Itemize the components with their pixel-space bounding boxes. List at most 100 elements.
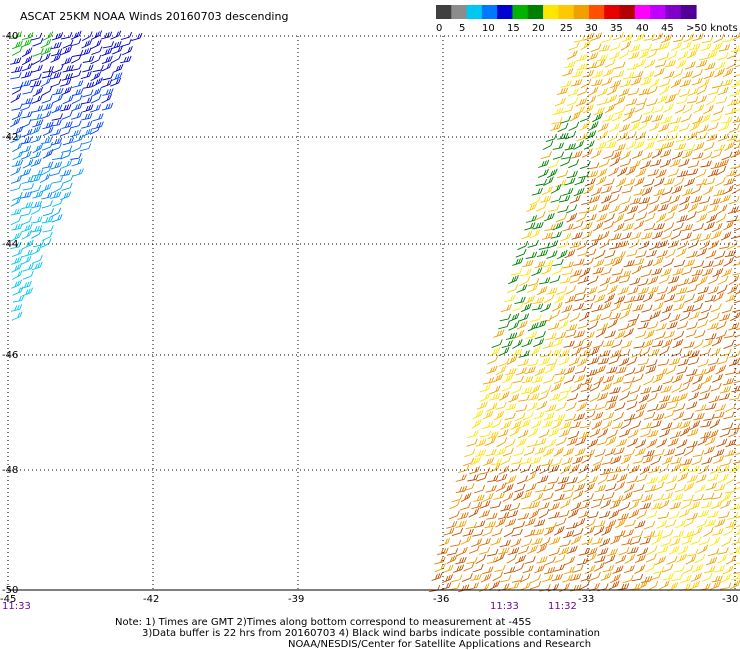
wind-barb [609,242,621,250]
wind-barb [688,311,700,320]
wind-barb [667,581,679,592]
wind-barb [679,420,691,429]
wind-barb [50,207,62,218]
wind-barb [510,348,523,357]
wind-barb [41,141,53,151]
wind-barb [589,571,601,581]
wind-barb [671,41,683,51]
wind-barb [41,200,53,209]
wind-barb [568,121,580,132]
wind-barb [669,88,681,97]
wind-barb [697,319,709,329]
wind-barb [30,200,43,209]
wind-barb [498,547,510,555]
wind-barb [21,62,33,72]
wind-barb [577,357,588,367]
wind-barb [542,259,554,268]
legend-swatch [512,5,529,19]
wind-barb [686,549,699,557]
wind-barb [578,170,590,179]
wind-barb [660,538,672,547]
wind-barb [686,474,698,483]
wind-barb [727,284,739,295]
wind-barb [632,456,645,464]
wind-barb [612,375,625,385]
wind-barb [540,350,552,358]
wind-barb [709,312,720,323]
wind-barb [11,311,23,321]
wind-barb [723,177,735,186]
wind-barb [643,449,655,458]
wind-barb [676,439,688,449]
wind-barb [50,71,62,80]
wind-barb [466,556,478,565]
wind-barb [604,293,616,304]
wind-barb [428,584,441,593]
wind-barb [702,492,715,501]
legend-label-35: 35 [610,23,623,34]
wind-barb [667,240,680,249]
wind-barb [573,106,585,115]
wind-barb [734,334,740,338]
wind-barb [579,113,591,123]
wind-barb [604,250,616,259]
wind-barb [663,222,675,232]
wind-barb [676,392,688,402]
wind-barb [559,276,572,284]
wind-barb [573,412,586,422]
wind-barb [585,213,597,222]
wind-barb [610,79,622,89]
wind-barb [702,260,714,269]
wind-barb [666,50,678,61]
wind-barb [592,340,604,349]
wind-barb [581,537,593,545]
wind-barb [683,482,695,492]
wind-barb [607,429,618,439]
wind-barb [547,159,559,169]
wind-barb [691,302,703,312]
wind-barb [688,275,699,285]
wind-barb [502,374,514,384]
wind-barb [486,365,498,374]
wind-barb [561,456,573,466]
wind-barb [606,86,618,96]
wind-barb [681,149,693,159]
wind-barb [507,582,520,590]
wind-barb [71,158,83,167]
wind-barb [89,125,101,135]
wind-barb [659,580,670,590]
wind-barb [522,411,534,421]
wind-barb [623,259,635,268]
wind-barb [694,553,706,564]
wind-barb [40,165,52,176]
wind-barb [669,194,681,205]
wind-barb [678,508,690,518]
wind-barb [525,215,538,223]
wind-barb [42,66,54,73]
wind-barb [597,284,609,294]
wind-barb [644,212,656,222]
wind-barb [621,538,633,546]
wind-barb [22,159,34,169]
wind-barb [564,177,576,186]
wind-barb [472,529,484,537]
wind-barb [699,583,711,591]
wind-barb [723,526,735,536]
wind-barb [626,63,639,71]
wind-barb [667,438,679,447]
wind-barb [578,464,590,474]
wind-barb [679,311,691,322]
wind-barb [471,418,482,429]
wind-barb [611,257,623,267]
wind-barb [635,168,647,178]
wind-barb [463,483,475,492]
wind-barb [672,530,685,538]
wind-barb [548,464,560,473]
wind-barb [72,168,84,177]
wind-barb [467,474,479,482]
wind-barb [615,518,626,529]
wind-barb [657,358,670,366]
wind-barb [733,300,740,304]
wind-barb [531,267,543,277]
wind-barb [637,322,649,330]
